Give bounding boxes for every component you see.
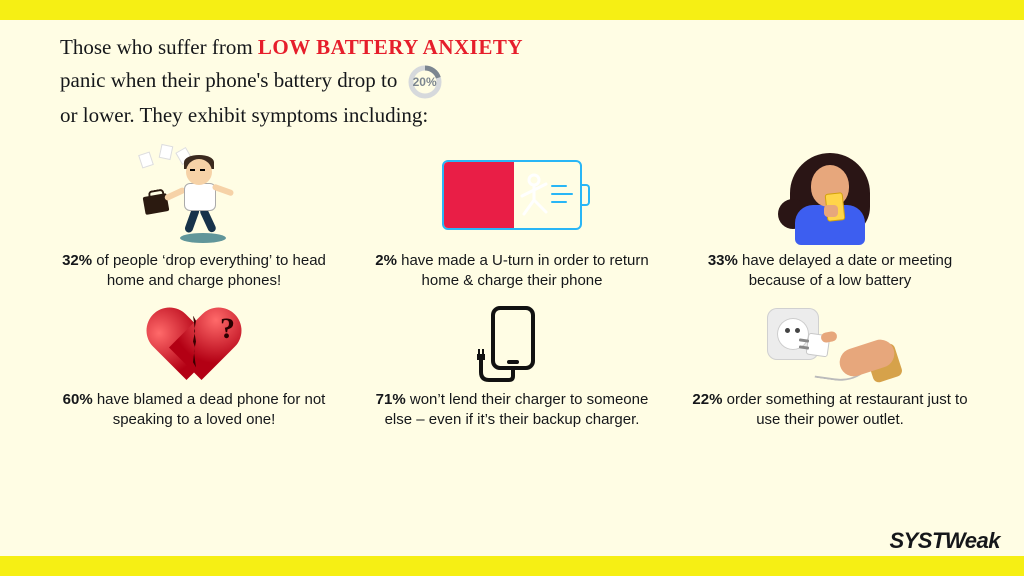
stats-grid: 32% of people ‘drop everything’ to head … bbox=[20, 147, 1004, 430]
stat-text: 32% of people ‘drop everything’ to head … bbox=[54, 251, 334, 292]
stat-text: 71% won’t lend their charger to someone … bbox=[372, 390, 652, 431]
stat-body: order something at restaurant just to us… bbox=[722, 391, 967, 428]
phone-charger-icon bbox=[467, 304, 557, 382]
stat-cell-uturn: 2% have made a U-turn in order to return… bbox=[368, 147, 656, 292]
stat-percent: 32% bbox=[62, 252, 92, 269]
stat-cell-wont-lend: 71% won’t lend their charger to someone … bbox=[368, 304, 656, 431]
power-outlet-icon bbox=[765, 304, 895, 382]
stat-text: 33% have delayed a date or meeting becau… bbox=[690, 251, 970, 292]
donut-percent-label: 20% bbox=[413, 73, 437, 91]
stat-cell-blamed-phone: ? 60% have blamed a dead phone for not s… bbox=[50, 304, 338, 431]
stat-body: have blamed a dead phone for not speakin… bbox=[93, 391, 326, 428]
stat-cell-delayed-date: 33% have delayed a date or meeting becau… bbox=[686, 147, 974, 292]
stat-body: have made a U-turn in order to return ho… bbox=[397, 252, 649, 289]
bottom-accent-bar bbox=[0, 556, 1024, 576]
stat-percent: 2% bbox=[375, 252, 397, 269]
battery-donut-icon: 20% bbox=[407, 64, 443, 100]
woman-phone-icon bbox=[782, 147, 878, 243]
infographic-body: Those who suffer from LOW BATTERY ANXIET… bbox=[0, 20, 1024, 556]
stat-text: 60% have blamed a dead phone for not spe… bbox=[54, 390, 334, 431]
stat-percent: 33% bbox=[708, 252, 738, 269]
header-line-1-pre: Those who suffer from bbox=[60, 35, 258, 59]
battery-running-icon bbox=[442, 147, 582, 243]
broken-heart-icon: ? bbox=[149, 304, 239, 382]
header-block: Those who suffer from LOW BATTERY ANXIET… bbox=[20, 32, 1004, 131]
stat-body: of people ‘drop everything’ to head home… bbox=[92, 252, 326, 289]
stat-text: 2% have made a U-turn in order to return… bbox=[372, 251, 652, 292]
running-person-icon bbox=[134, 147, 254, 243]
header-highlight: LOW BATTERY ANXIETY bbox=[258, 35, 523, 59]
stat-cell-drop-everything: 32% of people ‘drop everything’ to head … bbox=[50, 147, 338, 292]
header-line-3: or lower. They exhibit symptoms includin… bbox=[60, 100, 964, 132]
stat-text: 22% order something at restaurant just t… bbox=[690, 390, 970, 431]
stat-percent: 22% bbox=[692, 391, 722, 408]
stat-percent: 71% bbox=[376, 391, 406, 408]
stat-body: have delayed a date or meeting because o… bbox=[738, 252, 952, 289]
stat-percent: 60% bbox=[63, 391, 93, 408]
brand-part-b: TWeak bbox=[932, 528, 1000, 553]
header-line-2: panic when their phone's battery drop to… bbox=[60, 64, 964, 100]
brand-logo: SYSTWeak bbox=[889, 528, 1000, 554]
top-accent-bar bbox=[0, 0, 1024, 20]
stat-cell-restaurant-outlet: 22% order something at restaurant just t… bbox=[686, 304, 974, 431]
stat-body: won’t lend their charger to someone else… bbox=[385, 391, 649, 428]
header-line-2-pre: panic when their phone's battery drop to bbox=[60, 67, 403, 91]
header-line-1: Those who suffer from LOW BATTERY ANXIET… bbox=[60, 32, 964, 64]
brand-part-a: SYS bbox=[889, 528, 932, 553]
